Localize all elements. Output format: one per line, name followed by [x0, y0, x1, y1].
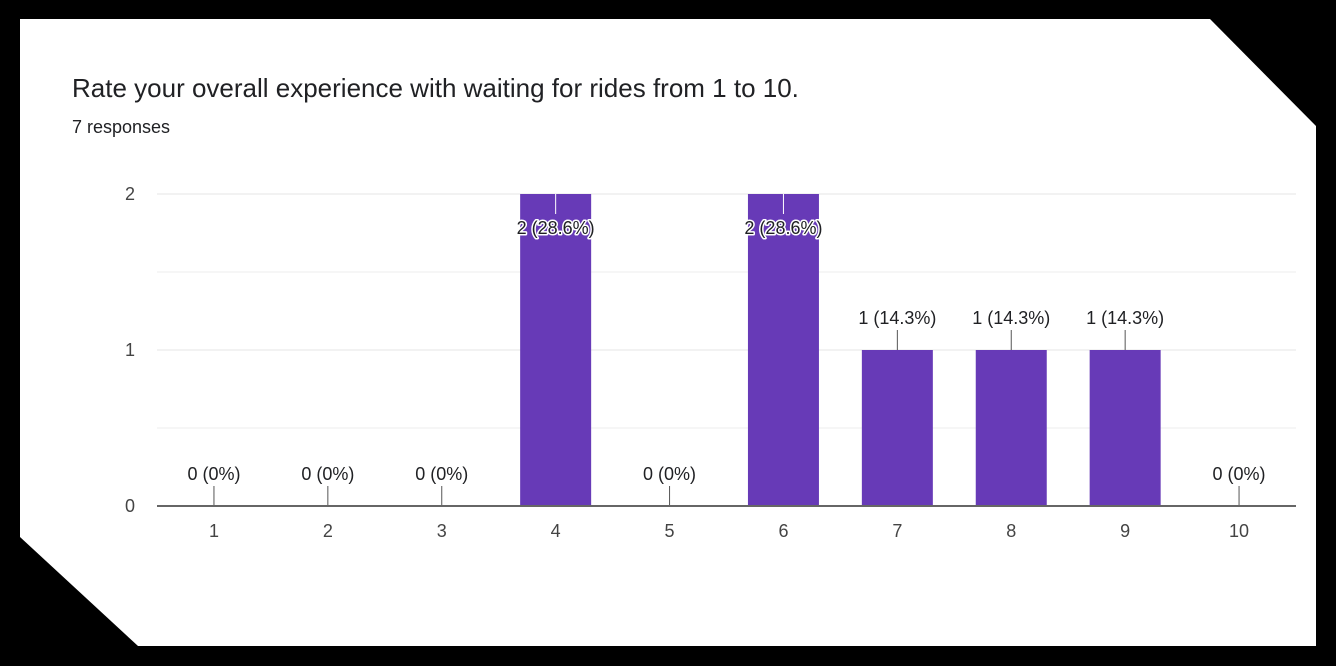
bar-chart: 0 1 2 0 (0%) 1 0 (0%) 2 0 (0%) 3 2 (28.6%) 4 0 (0%)…	[125, 184, 1296, 541]
x-tick-label: 10	[1229, 521, 1249, 541]
data-label: 0 (0%)	[187, 464, 240, 484]
x-tick-label: 7	[892, 521, 902, 541]
x-tick-label: 3	[437, 521, 447, 541]
x-tick-label: 4	[551, 521, 561, 541]
bar	[747, 194, 819, 506]
response-count: 7 responses	[72, 117, 171, 137]
data-label: 1 (14.3%)	[1086, 308, 1164, 328]
data-label: 0 (0%)	[1213, 464, 1266, 484]
chart-title: Rate your overall experience with waitin…	[72, 73, 799, 103]
x-tick-label: 9	[1120, 521, 1130, 541]
x-tick-label: 2	[323, 521, 333, 541]
bar	[520, 194, 592, 506]
bar	[861, 350, 933, 506]
y-tick-label: 1	[125, 340, 135, 360]
data-label: 2 (28.6%)	[517, 218, 595, 238]
data-label: 0 (0%)	[301, 464, 354, 484]
data-label: 1 (14.3%)	[858, 308, 936, 328]
x-tick-label: 5	[665, 521, 675, 541]
x-tick-label: 1	[209, 521, 219, 541]
x-tick-label: 6	[778, 521, 788, 541]
data-label: 2 (28.6%)	[744, 218, 822, 238]
chart-card: Rate your overall experience with waitin…	[20, 19, 1316, 646]
data-label: 1 (14.3%)	[972, 308, 1050, 328]
y-tick-label: 0	[125, 496, 135, 516]
x-tick-label: 8	[1006, 521, 1016, 541]
y-tick-label: 2	[125, 184, 135, 204]
bar	[1089, 350, 1161, 506]
data-label: 0 (0%)	[415, 464, 468, 484]
bar	[975, 350, 1047, 506]
data-label: 0 (0%)	[643, 464, 696, 484]
